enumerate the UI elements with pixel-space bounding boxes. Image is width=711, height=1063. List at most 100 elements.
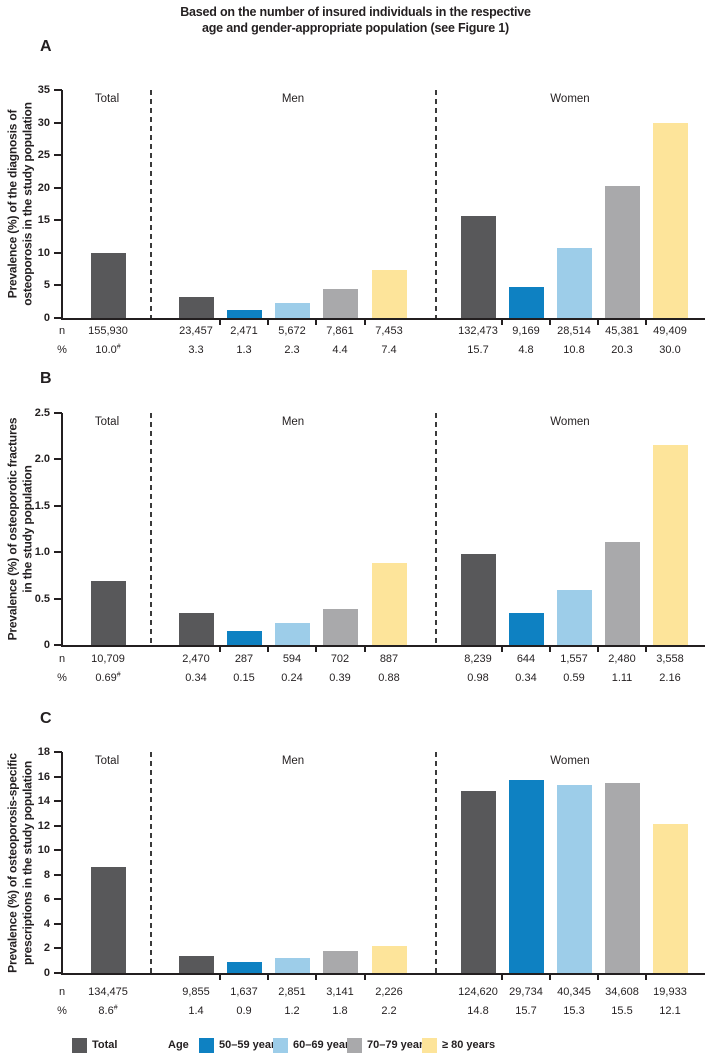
y-axis-title-line1: Prevalence (%) of the diagnosis of xyxy=(5,109,20,299)
n-value: 2,471 xyxy=(230,325,258,337)
y-tick-mark xyxy=(54,597,62,600)
n-value: 9,855 xyxy=(182,986,210,998)
legend-swatch-50-59 xyxy=(199,1038,214,1053)
y-tick-mark xyxy=(54,849,62,852)
y-tick-label: 6 xyxy=(43,893,50,906)
bar-men-total xyxy=(178,955,214,973)
n-value: 34,608 xyxy=(605,986,639,998)
bar-women-age_80_plus xyxy=(652,122,688,318)
panel-a-letter: A xyxy=(40,38,52,55)
x-tick-mark xyxy=(267,975,269,980)
x-tick-mark xyxy=(363,320,366,325)
pct-row-label: % xyxy=(57,672,67,684)
n-row-label: n xyxy=(58,653,66,665)
y-tick-mark xyxy=(54,800,62,803)
panel-c-letter: C xyxy=(40,710,52,727)
y-tick-mark xyxy=(54,89,62,91)
pct-value: 3.3 xyxy=(188,344,204,356)
x-tick-mark xyxy=(315,975,317,980)
n-value: 29,734 xyxy=(509,986,543,998)
pct-row-label: % xyxy=(57,344,67,356)
n-value: 3,558 xyxy=(656,653,684,665)
pct-value: 0.9 xyxy=(236,1005,252,1017)
pct-value: 1.2 xyxy=(284,1005,300,1017)
n-value: 287 xyxy=(234,653,254,665)
panel-b-y-axis-title: Prevalence (%) of osteoporotic fractures… xyxy=(6,389,35,669)
bar-women-age_50_59 xyxy=(508,780,544,973)
y-tick-mark xyxy=(54,412,62,414)
n-value: 7,861 xyxy=(326,325,354,337)
section-divider-1 xyxy=(150,90,152,318)
bar-women-age_80_plus xyxy=(652,444,688,645)
y-tick-mark xyxy=(54,775,62,778)
y-tick-label: 18 xyxy=(37,746,50,758)
legend-swatch-60-69 xyxy=(273,1038,288,1053)
n-value: 132,473 xyxy=(458,325,498,337)
figure-title-line1: Based on the number of insured individua… xyxy=(180,5,531,19)
y-tick-label: 10 xyxy=(37,844,50,857)
pct-value: 0.34 xyxy=(185,672,207,684)
y-tick-mark xyxy=(54,972,62,974)
n-value: 887 xyxy=(379,653,399,665)
x-tick-mark xyxy=(219,647,221,652)
pct-value: 8.6# xyxy=(98,1004,118,1017)
bar-men-total xyxy=(178,613,214,645)
pct-value: 0.88 xyxy=(378,672,400,684)
pct-value: 20.3 xyxy=(611,344,633,356)
n-value: 40,345 xyxy=(557,986,591,998)
pct-value: 1.3 xyxy=(236,344,252,356)
y-tick-mark xyxy=(54,551,62,554)
x-tick-mark xyxy=(363,975,366,980)
pct-value: 14.8 xyxy=(467,1005,489,1017)
x-tick-mark xyxy=(363,647,366,652)
y-axis-title-line2: osteoporosis in the study population xyxy=(20,102,34,306)
y-tick-mark xyxy=(54,186,62,189)
pct-value: 15.7 xyxy=(515,1005,537,1017)
y-tick-label: 5 xyxy=(43,279,50,292)
y-axis-line xyxy=(61,90,63,318)
pct-value: 4.4 xyxy=(332,344,348,356)
legend-swatch-80-plus xyxy=(422,1038,437,1053)
legend-swatch-total xyxy=(72,1038,87,1053)
section-divider-2 xyxy=(435,752,437,973)
panel-a-y-axis-title: Prevalence (%) of the diagnosis of osteo… xyxy=(6,64,35,344)
y-tick-mark xyxy=(54,121,62,124)
bar-women-age_60_69 xyxy=(556,785,592,973)
x-tick-mark xyxy=(219,975,221,980)
pct-value: 15.3 xyxy=(563,1005,585,1017)
y-tick-label: 2.5 xyxy=(34,407,50,419)
y-tick-mark xyxy=(54,824,62,827)
bar-men-age_50_59 xyxy=(226,309,262,318)
pct-value: 0.59 xyxy=(563,672,585,684)
y-tick-label: 1.5 xyxy=(34,499,50,512)
y-tick-label: 25 xyxy=(37,149,50,162)
y-tick-label: 20 xyxy=(37,181,50,194)
bar-men-age_80_plus xyxy=(371,269,407,318)
pct-value: 1.11 xyxy=(611,672,633,684)
group-label-total: Total xyxy=(94,93,120,105)
legend-label-50-59: 50–59 years xyxy=(219,1039,282,1051)
y-tick-mark xyxy=(54,922,62,925)
pct-value: 10.8 xyxy=(563,344,585,356)
x-tick-mark xyxy=(597,647,599,652)
bar-men-age_60_69 xyxy=(274,303,310,318)
n-value: 10,709 xyxy=(91,653,125,665)
bar-women-age_70_79 xyxy=(604,185,640,318)
bar-men-age_50_59 xyxy=(226,961,262,973)
bar-women-total xyxy=(460,554,496,645)
n-value: 702 xyxy=(330,653,350,665)
y-tick-mark xyxy=(54,317,62,319)
group-label-men: Men xyxy=(281,416,305,428)
pct-value: 1.8 xyxy=(332,1005,348,1017)
x-tick-mark xyxy=(501,647,503,652)
bar-women-age_50_59 xyxy=(508,613,544,645)
legend-swatch-70-79 xyxy=(347,1038,362,1053)
x-axis-line xyxy=(61,645,705,647)
n-value: 134,475 xyxy=(88,986,128,998)
y-axis-line xyxy=(61,413,63,645)
x-tick-mark xyxy=(597,975,599,980)
n-value: 28,514 xyxy=(557,325,591,337)
n-value: 155,930 xyxy=(88,325,128,337)
y-tick-label: 14 xyxy=(37,795,50,808)
